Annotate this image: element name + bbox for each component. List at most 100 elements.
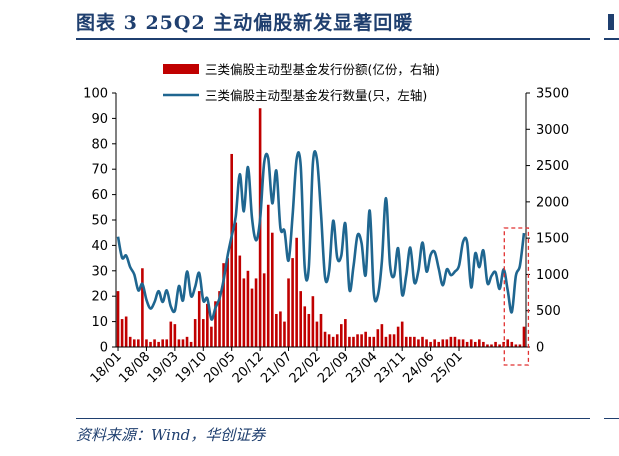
bar-mark bbox=[356, 334, 359, 347]
bar-mark bbox=[197, 291, 201, 347]
bar-mark bbox=[364, 331, 367, 347]
bar-mark bbox=[331, 336, 335, 347]
bar-mark bbox=[494, 341, 497, 347]
bar-mark bbox=[128, 336, 132, 347]
bar-mark bbox=[120, 319, 124, 347]
bar-mark bbox=[352, 336, 355, 347]
bar-mark bbox=[242, 278, 246, 347]
bar-mark bbox=[469, 339, 473, 347]
bar-mark bbox=[425, 339, 428, 347]
bar-mark bbox=[287, 278, 290, 347]
x-tick-label: 24/06 bbox=[400, 349, 437, 386]
bar-mark bbox=[246, 270, 250, 347]
bar-mark bbox=[210, 326, 213, 347]
x-tick-label: 19/10 bbox=[173, 349, 210, 386]
bar-mark bbox=[270, 232, 274, 347]
y-right-tick-label: 2000 bbox=[536, 195, 569, 210]
bar-mark bbox=[388, 334, 392, 347]
bar-mark bbox=[506, 339, 510, 347]
bar-mark bbox=[234, 222, 238, 347]
bar-mark bbox=[137, 339, 140, 347]
x-tick-label: 20/05 bbox=[201, 349, 238, 386]
bar-mark bbox=[360, 334, 363, 347]
source-note: 资料来源：Wind，华创证券 bbox=[76, 426, 266, 444]
y-right-tick-label: 1500 bbox=[536, 232, 569, 247]
y-left-tick-label: 0 bbox=[100, 341, 108, 356]
bar-mark bbox=[437, 341, 441, 347]
y-left-tick-label: 30 bbox=[91, 264, 108, 279]
highlight-box bbox=[503, 227, 530, 366]
bar-mark bbox=[214, 301, 217, 347]
x-tick-label: 25/01 bbox=[429, 349, 466, 386]
bar-mark bbox=[291, 258, 294, 347]
bar-mark bbox=[384, 336, 388, 347]
bar-mark bbox=[173, 324, 177, 347]
y-left-tick-label: 20 bbox=[91, 290, 108, 305]
y-right-tick-label: 3500 bbox=[536, 87, 569, 102]
bar-mark bbox=[262, 273, 266, 347]
bar-mark bbox=[303, 306, 307, 347]
bar-mark bbox=[522, 326, 526, 347]
y-left-tick-label: 70 bbox=[91, 163, 108, 178]
y-left-tick-label: 60 bbox=[91, 188, 108, 203]
legend-swatch-bar bbox=[163, 64, 199, 74]
y-right-tick-label: 0 bbox=[536, 341, 544, 356]
bar-mark bbox=[149, 341, 152, 347]
bar-mark bbox=[409, 336, 412, 347]
bar-mark bbox=[218, 291, 221, 347]
bar-mark bbox=[141, 268, 144, 347]
bar-mark bbox=[327, 334, 331, 347]
x-tick-label: 21/07 bbox=[258, 349, 295, 386]
bar-mark bbox=[206, 303, 209, 347]
bar-mark bbox=[323, 331, 327, 347]
x-tick-label: 18/08 bbox=[116, 349, 153, 386]
bar-mark bbox=[376, 329, 380, 347]
bar-mark bbox=[457, 339, 461, 347]
bar-mark bbox=[222, 263, 225, 347]
bar-mark bbox=[153, 339, 156, 347]
figure-title: 图表 3 25Q2 主动偏股新发显著回暖 bbox=[76, 12, 414, 34]
bar-mark bbox=[510, 341, 514, 347]
bar-mark bbox=[157, 341, 160, 347]
page-edge-marker bbox=[608, 14, 614, 30]
bar-mark bbox=[193, 319, 197, 347]
bar-mark bbox=[400, 321, 404, 347]
bar-mark bbox=[473, 341, 477, 347]
x-tick-label: 22/09 bbox=[315, 349, 352, 386]
y-left-tick-label: 40 bbox=[91, 239, 108, 254]
bar-mark bbox=[465, 341, 469, 347]
y-right-tick-label: 3000 bbox=[536, 123, 569, 138]
bar-mark bbox=[165, 339, 169, 347]
bar-mark bbox=[315, 321, 319, 347]
bar-mark bbox=[490, 344, 493, 347]
bar-mark bbox=[429, 341, 432, 347]
bar-mark bbox=[518, 344, 522, 347]
series-line bbox=[116, 150, 526, 321]
bar-mark bbox=[116, 291, 120, 347]
y-left-tick-label: 90 bbox=[91, 112, 108, 127]
bar-mark bbox=[396, 326, 400, 347]
bar-mark bbox=[275, 313, 278, 347]
legend-label-bar: 三类偏股主动型基金发行份额(亿份，右轴) bbox=[205, 62, 440, 77]
bar-mark bbox=[453, 336, 457, 347]
x-tick-label: 22/02 bbox=[287, 349, 324, 386]
bar-mark bbox=[372, 336, 376, 347]
y-right-tick-label: 500 bbox=[536, 304, 561, 319]
bar-mark bbox=[279, 311, 282, 347]
legend-label-line: 三类偏股主动型基金发行数量(只，左轴) bbox=[205, 88, 427, 103]
bar-mark bbox=[340, 324, 343, 347]
bar-mark bbox=[421, 336, 424, 347]
bar-mark bbox=[482, 341, 485, 347]
bar-mark bbox=[344, 319, 347, 347]
x-tick-label: 23/11 bbox=[372, 349, 409, 386]
bar-mark bbox=[478, 339, 481, 347]
bar-mark bbox=[132, 339, 136, 347]
bar-mark bbox=[226, 258, 229, 347]
bar-mark bbox=[486, 344, 489, 347]
bar-mark bbox=[417, 339, 420, 347]
bar-mark bbox=[307, 313, 311, 347]
bar-mark bbox=[145, 339, 148, 347]
footer-rule bbox=[76, 418, 590, 419]
bar-mark bbox=[181, 339, 185, 347]
